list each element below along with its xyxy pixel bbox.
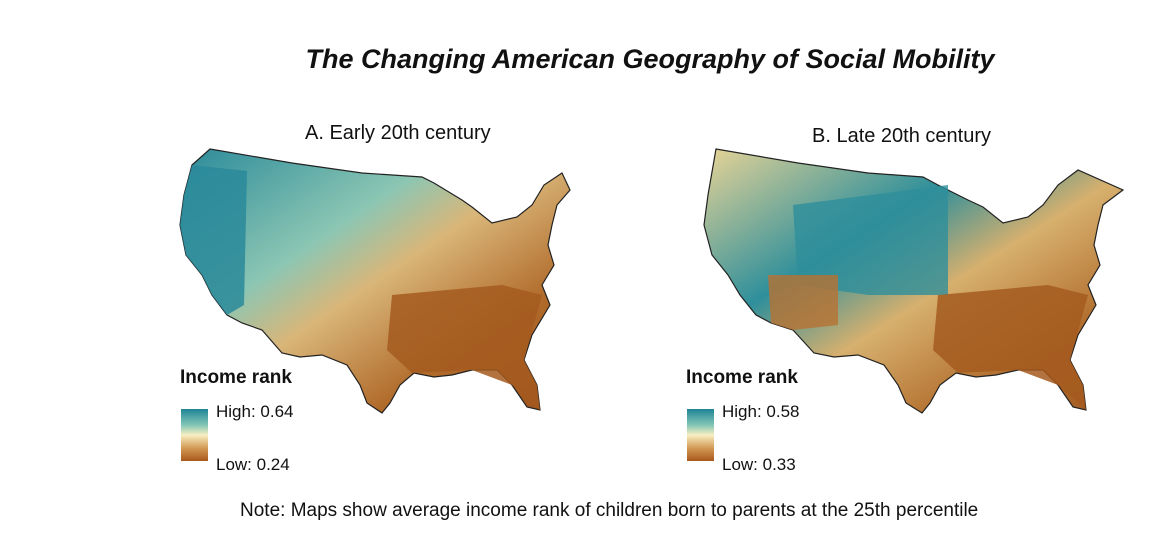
west-high-region-a	[180, 165, 247, 315]
legend-b-colorbar	[687, 409, 714, 461]
panel-b-map	[703, 148, 1125, 414]
central-high-region-b	[793, 185, 948, 295]
panel-a-map	[179, 148, 571, 414]
southeast-low-region-a	[387, 285, 542, 410]
legend-a-colorbar	[181, 409, 208, 461]
legend-b-title: Income rank	[686, 367, 798, 388]
legend-a-title: Income rank	[180, 367, 292, 388]
panel-a-title: A. Early 20th century	[305, 122, 491, 144]
legend-a-low: Low: 0.24	[216, 455, 290, 474]
figure-title: The Changing American Geography of Socia…	[305, 44, 995, 74]
legend-a-high: High: 0.64	[216, 402, 294, 421]
legend-b-low: Low: 0.33	[722, 455, 796, 474]
southwest-low-region-b	[768, 275, 838, 330]
panel-b-title: B. Late 20th century	[812, 125, 992, 147]
southeast-low-region-b	[933, 285, 1088, 410]
footnote: Note: Maps show average income rank of c…	[240, 500, 979, 521]
legend-b-high: High: 0.58	[722, 402, 800, 421]
